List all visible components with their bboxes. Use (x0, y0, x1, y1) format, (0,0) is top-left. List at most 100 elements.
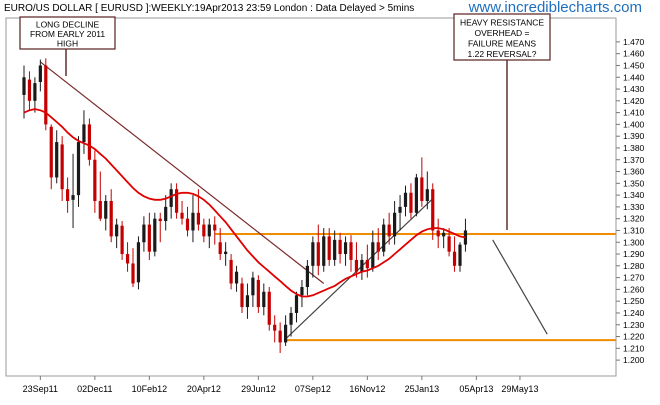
y-tick-label: 1.420 (623, 96, 645, 106)
candle-body (142, 224, 146, 243)
candle-body (191, 212, 195, 231)
y-tick-label: 1.360 (623, 167, 645, 177)
candle-body (207, 224, 211, 237)
candle-body (93, 159, 97, 201)
candle-body (382, 224, 386, 252)
candle-body (316, 242, 320, 266)
candle-body (180, 212, 184, 219)
annotation-text: OVERHEAD = (474, 28, 529, 38)
candles (22, 58, 468, 354)
annotation-text: 1.22 REVERSAL? (468, 49, 537, 59)
candle-body (38, 65, 42, 82)
trend-lines (39, 61, 548, 340)
candle-body (245, 295, 250, 308)
candle-body (49, 126, 53, 178)
trend-line (492, 239, 548, 335)
y-tick-label: 1.470 (623, 37, 645, 47)
candle-body (147, 224, 151, 252)
candle-body (436, 230, 440, 237)
candle-body (349, 242, 353, 260)
x-tick-label: 05Apr13 (459, 384, 493, 394)
y-tick-label: 1.260 (623, 284, 645, 294)
annotation-box (453, 13, 551, 61)
candle-body (55, 142, 59, 178)
candle-body (44, 65, 48, 125)
trend-line (285, 198, 434, 340)
x-tick-label: 20Apr12 (187, 384, 221, 394)
candle-body (136, 242, 141, 283)
candle-body (22, 77, 26, 95)
candle-body (104, 201, 108, 219)
candle-body (322, 236, 326, 266)
candle-body (115, 224, 119, 237)
trend-line (39, 61, 325, 284)
candle-body (365, 259, 369, 269)
x-tick-label: 29May13 (501, 384, 538, 394)
candle-body (311, 242, 315, 266)
candle-body (218, 242, 222, 255)
y-tick-label: 1.410 (623, 108, 645, 118)
chart-title: EURO/US DOLLAR [ EURUSD ]:WEEKLY:19Apr20… (4, 3, 414, 14)
y-tick-label: 1.250 (623, 296, 645, 306)
candle-body (278, 330, 282, 343)
x-axis: 23Sep11 02Dec11 10Feb12 20Apr12 29Jun12 07Sep… (23, 376, 538, 394)
candle-body (409, 192, 413, 213)
x-tick-label: 07Sep12 (295, 384, 331, 394)
candle-body (425, 189, 429, 201)
y-tick-label: 1.370 (623, 155, 645, 165)
candle-body (158, 218, 162, 222)
candle-body (224, 251, 228, 255)
candle-body (196, 212, 200, 225)
x-tick-label: 02Dec11 (77, 384, 112, 394)
candle-body (185, 218, 190, 231)
moving-average (23, 108, 466, 298)
candle-body (60, 144, 64, 190)
candle-body (458, 244, 462, 266)
candle-body (371, 242, 375, 269)
candle-body (414, 177, 418, 213)
candle-body (120, 225, 124, 255)
candle-body (289, 312, 293, 325)
candle-body (398, 206, 402, 213)
watermark: www.incrediblecharts.com (468, 0, 642, 16)
y-tick-label: 1.270 (623, 273, 645, 283)
annotation-box (19, 16, 116, 50)
candle-body (76, 142, 81, 196)
y-tick-label: 1.390 (623, 131, 645, 141)
y-tick-label: 1.450 (623, 60, 645, 70)
candle-body (327, 236, 331, 260)
candle-body (202, 224, 206, 237)
candle-body (82, 124, 86, 143)
y-tick-label: 1.400 (623, 119, 645, 129)
candle-body (452, 251, 457, 266)
candle-body (169, 189, 173, 207)
candle-body (131, 263, 135, 284)
candle-body (431, 189, 435, 231)
support-lines (214, 233, 616, 342)
x-tick-label: 29Jun12 (241, 384, 276, 394)
candle-body (284, 324, 288, 343)
candle-body (109, 201, 113, 237)
candle-body (66, 189, 70, 201)
candle-body (153, 218, 157, 252)
y-tick-label: 1.280 (623, 261, 645, 271)
candle-body (463, 230, 468, 245)
annotation-text: FAILURE MEANS (468, 38, 536, 48)
y-tick-label: 1.210 (623, 343, 645, 353)
candle-body (420, 177, 424, 201)
moving-average-line (23, 108, 466, 298)
annotation-text: LONG DECLINE (36, 20, 100, 30)
x-tick-label: 25Jan13 (405, 384, 440, 394)
y-tick-label: 1.330 (623, 202, 645, 212)
y-tick-label: 1.200 (623, 355, 645, 365)
candle-body (251, 277, 255, 296)
y-tick-label: 1.320 (623, 214, 645, 224)
candle-body (164, 206, 168, 222)
y-tick-label: 1.340 (623, 190, 645, 200)
candle-body (273, 324, 277, 331)
y-tick-label: 1.290 (623, 249, 645, 259)
